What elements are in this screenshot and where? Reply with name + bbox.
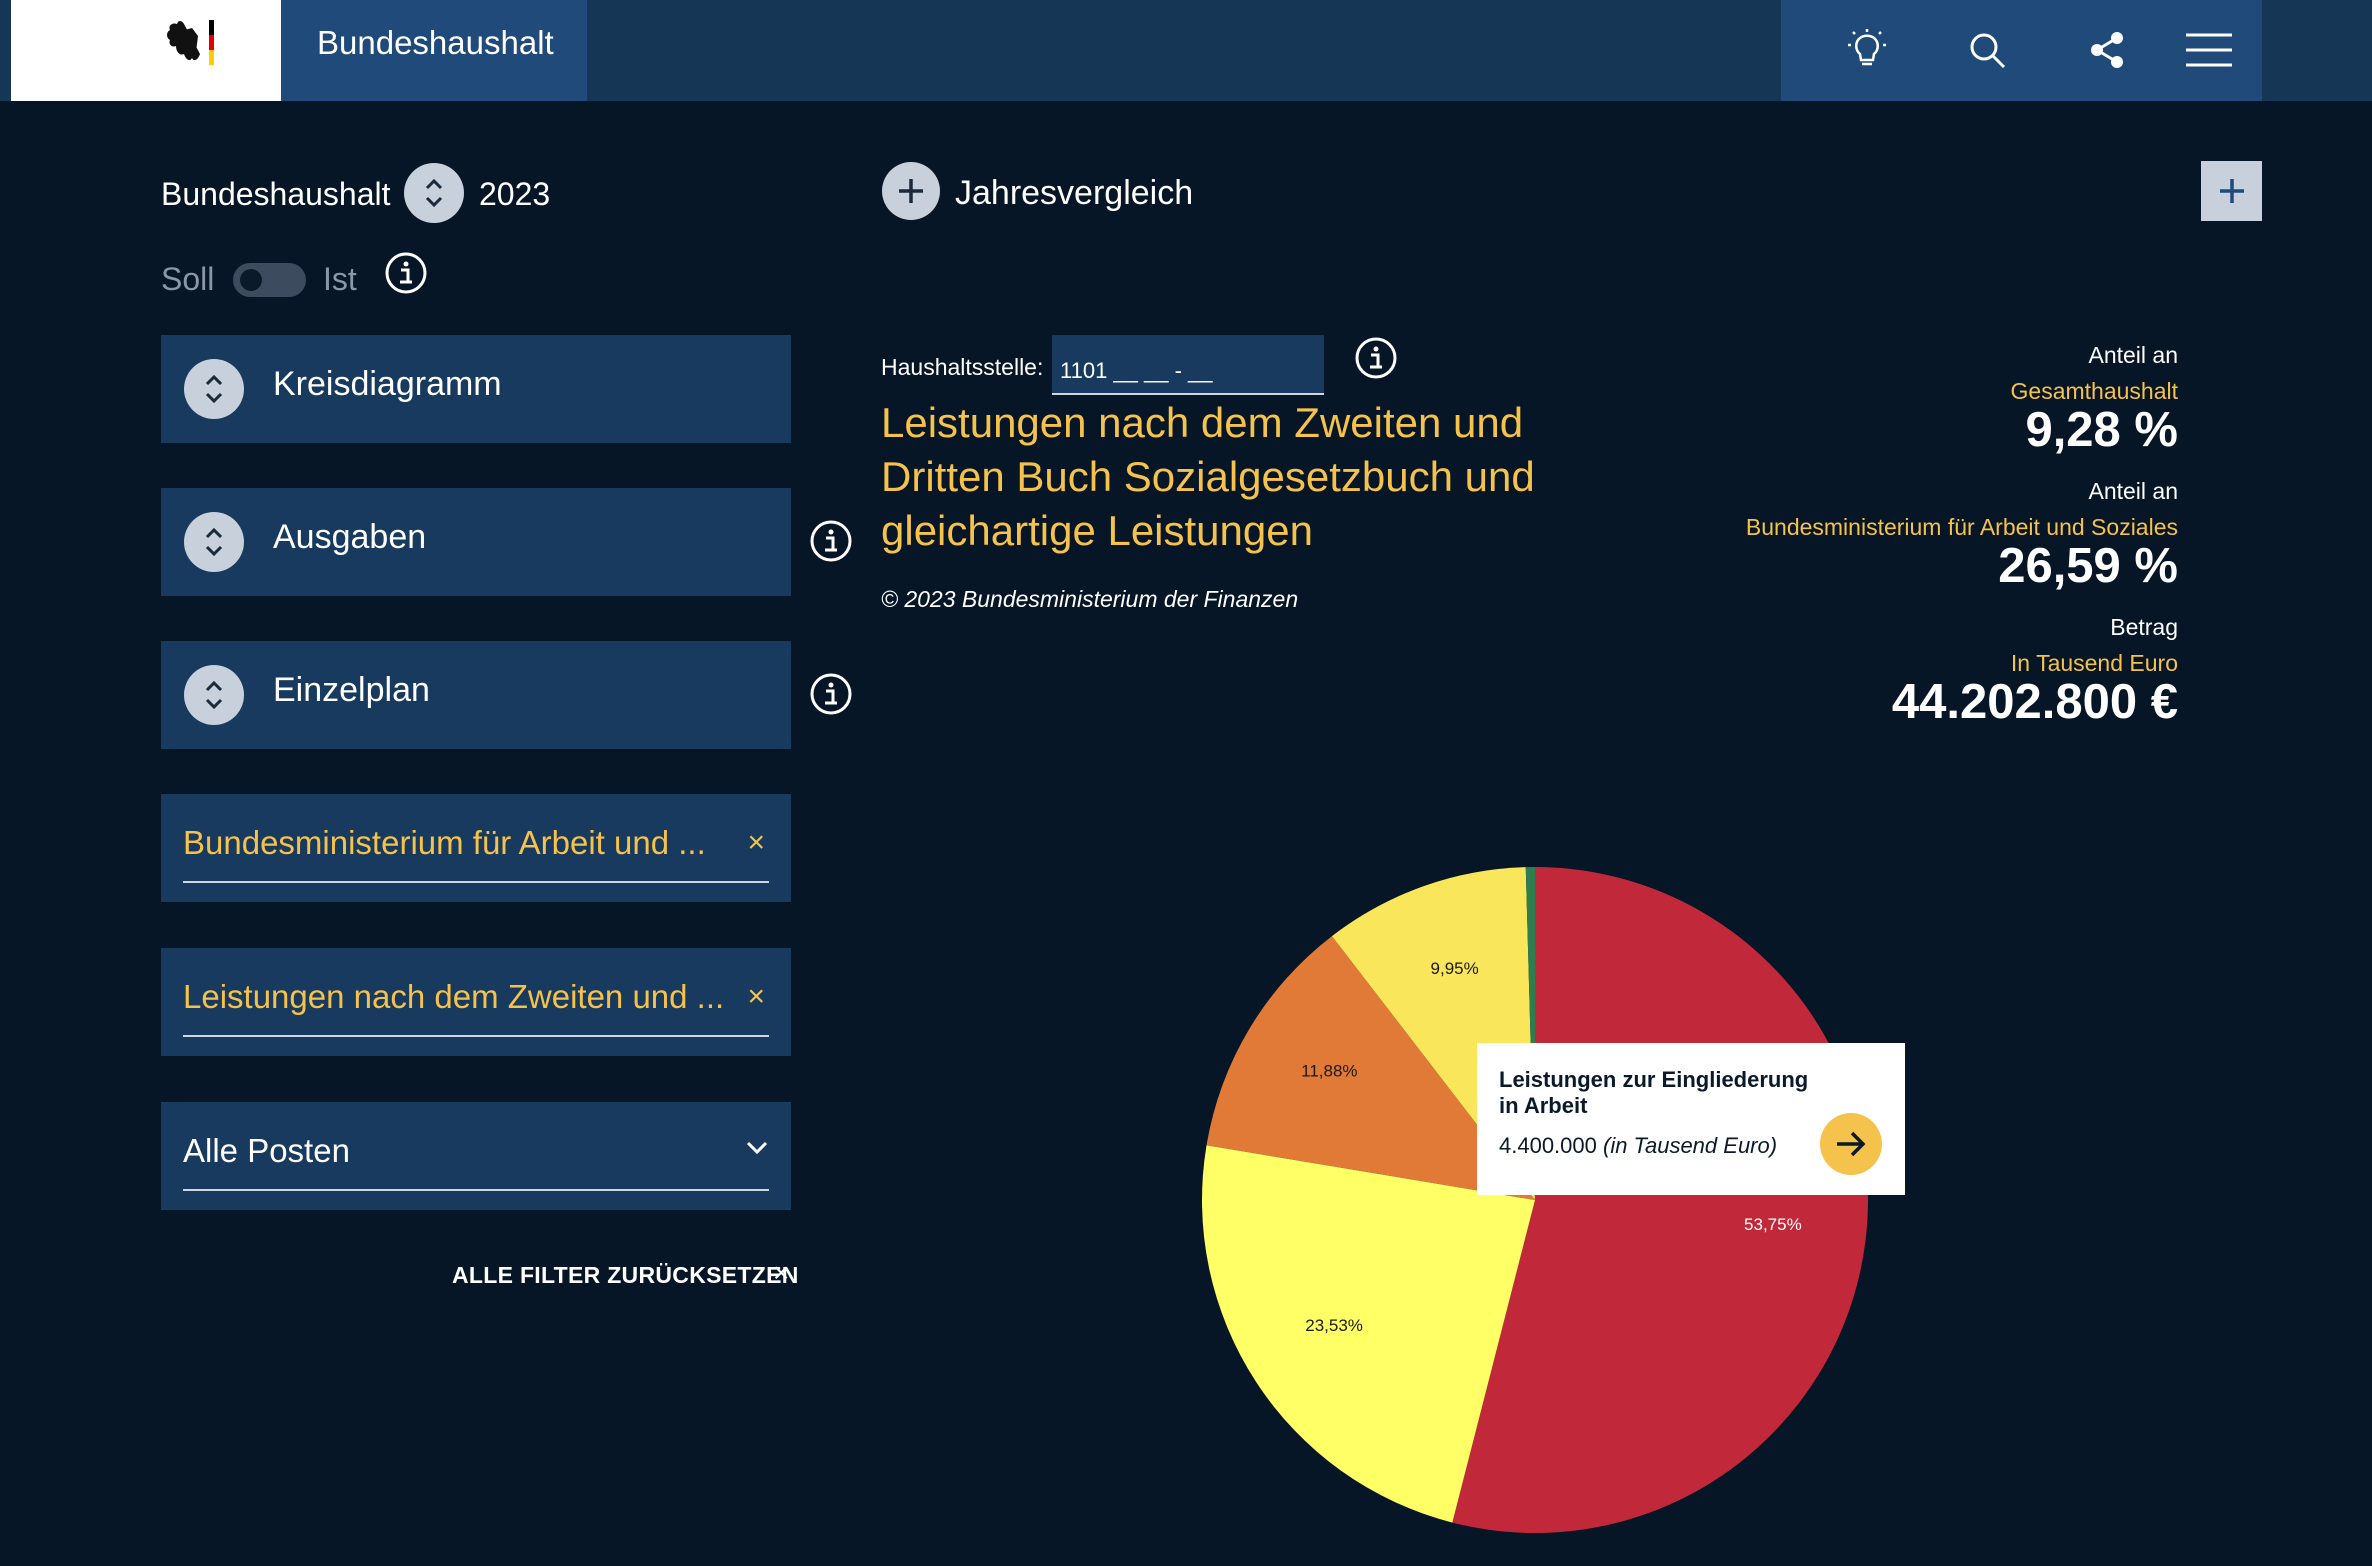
grouping-label: Einzelplan (273, 671, 430, 709)
tooltip-value-line: 4.400.000 (in Tausend Euro) (1499, 1133, 1777, 1159)
filter-ministry[interactable]: Bundesministerium für Arbeit und ... × (161, 794, 791, 902)
chart-type-select[interactable]: Kreisdiagramm (161, 335, 791, 443)
betrag-value: 44.202.800 € (1891, 675, 2178, 729)
share-icon[interactable] (2081, 24, 2133, 76)
arrow-right-icon (1837, 1131, 1866, 1157)
filter-remove-button[interactable]: × (747, 826, 765, 859)
pie-slice-label: 11,88% (1301, 1062, 1357, 1081)
divider (183, 881, 769, 883)
soll-label: Soll (161, 261, 215, 297)
ist-label: Ist (323, 261, 357, 297)
posten-select[interactable]: Alle Posten (161, 1102, 791, 1210)
menu-icon[interactable] (2179, 24, 2239, 76)
anteil-label: Anteil an (2088, 342, 2178, 368)
pie-slice-label: 53,75% (1744, 1215, 1802, 1234)
chevron-down-icon (746, 1141, 768, 1155)
toggle-knob (240, 269, 262, 291)
info-icon[interactable] (384, 251, 428, 295)
year-value: 2023 (479, 176, 551, 212)
jahresvergleich-label: Jahresvergleich (955, 174, 1194, 212)
close-icon[interactable]: × (773, 1257, 790, 1288)
filter-remove-button[interactable]: × (747, 980, 765, 1013)
tooltip-details-button[interactable] (1820, 1113, 1882, 1175)
reset-filters-button[interactable]: ALLE FILTER ZURÜCKSETZEN (452, 1262, 799, 1288)
tooltip-unit: (in Tausend Euro) (1603, 1133, 1778, 1158)
pie-slice[interactable] (1452, 867, 1868, 1533)
direction-stepper[interactable] (184, 512, 244, 572)
betrag-unit: In Tausend Euro (2010, 650, 2178, 676)
pie-chart[interactable]: 53,75% 23,53% 11,88% 9,95% (1190, 855, 1880, 1545)
tooltip-value: 4.400.000 (1499, 1133, 1597, 1158)
anteil-label: Anteil an (2088, 478, 2178, 504)
eagle-icon (167, 20, 214, 65)
divider (183, 1035, 769, 1037)
chart-type-stepper[interactable] (184, 359, 244, 419)
chart-tooltip: Leistungen zur Eingliederung in Arbeit 4… (1477, 1043, 1905, 1195)
anteil-value: 26,59 % (1998, 539, 2178, 593)
site-title: Bundeshaushalt (317, 24, 554, 61)
pie-slice[interactable] (1206, 936, 1535, 1200)
direction-select[interactable]: Ausgaben (161, 488, 791, 596)
tooltip-title: Leistungen zur Eingliederung in Arbeit (1499, 1067, 1809, 1118)
grouping-select[interactable]: Einzelplan (161, 641, 791, 749)
plus-icon (899, 179, 923, 203)
up-down-chevron-icon (425, 178, 443, 208)
year-stepper[interactable] (404, 163, 464, 223)
chart-type-label: Kreisdiagramm (273, 365, 502, 403)
page-title: Leistungen nach dem Zweiten und Dritten … (881, 399, 1535, 554)
add-comparison-button[interactable] (882, 162, 940, 220)
grouping-stepper[interactable] (184, 665, 244, 725)
info-icon[interactable] (809, 519, 853, 563)
info-icon[interactable] (809, 672, 853, 716)
lightbulb-icon[interactable] (1841, 24, 1893, 76)
filter-leistungen[interactable]: Leistungen nach dem Zweiten und ... × (161, 948, 791, 1056)
betrag-label: Betrag (2110, 614, 2178, 640)
pie-slice-label: 9,95% (1431, 959, 1479, 978)
anteil-reference: Bundesministerium für Arbeit und Soziale… (1745, 514, 2178, 540)
pie-slice-label: 23,53% (1305, 1316, 1363, 1335)
federal-logo[interactable] (11, 0, 281, 101)
anteil-reference: Gesamthaushalt (2010, 378, 2178, 404)
site-title-box[interactable]: Bundeshaushalt (281, 0, 587, 101)
top-bar: Bundeshaushalt (0, 0, 2372, 101)
direction-label: Ausgaben (273, 518, 427, 556)
anteil-value: 9,28 % (2025, 403, 2178, 457)
pie-slice[interactable] (1201, 1145, 1535, 1523)
search-icon[interactable] (1961, 24, 2013, 76)
info-icon[interactable] (1354, 336, 1398, 380)
expand-button[interactable] (2201, 161, 2262, 221)
header-tools (1781, 0, 2262, 101)
haushaltsstelle-label: Haushaltsstelle: (881, 354, 1044, 380)
divider (183, 1189, 769, 1191)
soll-ist-toggle[interactable] (233, 263, 306, 297)
filter-ministry-label: Bundesministerium für Arbeit und ... (183, 824, 706, 861)
up-down-chevron-icon (205, 527, 223, 557)
filter-leistungen-label: Leistungen nach dem Zweiten und ... (183, 978, 725, 1015)
haushaltsstelle-input[interactable] (1052, 335, 1324, 395)
up-down-chevron-icon (205, 680, 223, 710)
budget-label: Bundeshaushalt (161, 176, 391, 212)
posten-select-label: Alle Posten (183, 1132, 350, 1169)
copyright-text: © 2023 Bundesministerium der Finanzen (881, 586, 1299, 612)
up-down-chevron-icon (205, 374, 223, 404)
plus-icon (2219, 179, 2244, 203)
